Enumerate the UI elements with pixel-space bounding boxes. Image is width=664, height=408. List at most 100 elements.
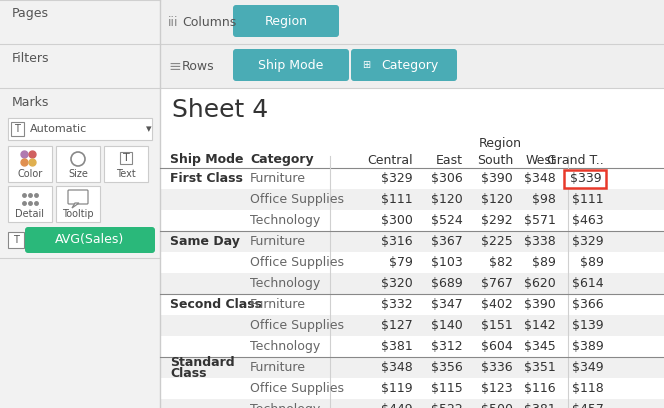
Bar: [56, 146, 100, 182]
Text: $316: $316: [381, 235, 413, 248]
Text: $457: $457: [572, 403, 604, 408]
Text: $689: $689: [431, 277, 463, 290]
Text: $120: $120: [481, 193, 513, 206]
Text: Office Supplies: Office Supplies: [250, 382, 344, 395]
Text: $349: $349: [572, 361, 604, 374]
Text: $389: $389: [572, 340, 604, 353]
Bar: [160, 273, 664, 294]
Text: Color: Color: [17, 169, 42, 179]
Text: $524: $524: [431, 214, 463, 227]
Text: ▾: ▾: [146, 124, 151, 134]
Bar: [120, 152, 132, 164]
Text: Filters: Filters: [12, 51, 50, 64]
Text: $367: $367: [431, 235, 463, 248]
Bar: [160, 315, 664, 336]
Text: $348: $348: [381, 361, 413, 374]
FancyBboxPatch shape: [233, 49, 349, 81]
Text: Office Supplies: Office Supplies: [250, 256, 344, 269]
Polygon shape: [72, 203, 79, 208]
Bar: [564, 169, 606, 188]
Text: $140: $140: [431, 319, 463, 332]
Text: $118: $118: [572, 382, 604, 395]
Text: $300: $300: [381, 214, 413, 227]
Text: Office Supplies: Office Supplies: [250, 193, 344, 206]
Text: $366: $366: [572, 298, 604, 311]
Text: $292: $292: [481, 214, 513, 227]
Bar: [11, 122, 24, 136]
Text: $339: $339: [570, 172, 602, 185]
Bar: [160, 357, 664, 378]
Text: $351: $351: [525, 361, 556, 374]
Text: T: T: [123, 153, 129, 163]
Bar: [160, 210, 664, 231]
Bar: [8, 146, 52, 182]
Text: $312: $312: [432, 340, 463, 353]
Bar: [160, 231, 664, 252]
Text: iii: iii: [168, 16, 179, 29]
Text: $329: $329: [381, 172, 413, 185]
Bar: [160, 294, 664, 315]
Text: $336: $336: [481, 361, 513, 374]
Text: Rows: Rows: [182, 60, 214, 73]
Text: Technology: Technology: [250, 340, 320, 353]
Text: $604: $604: [481, 340, 513, 353]
Bar: [104, 146, 148, 182]
Text: Standard: Standard: [170, 356, 234, 369]
Text: Technology: Technology: [250, 277, 320, 290]
Text: $119: $119: [381, 382, 413, 395]
Text: South: South: [477, 153, 513, 166]
Text: Central: Central: [367, 153, 413, 166]
Bar: [160, 378, 664, 399]
Text: $463: $463: [572, 214, 604, 227]
Text: $620: $620: [525, 277, 556, 290]
Text: Category: Category: [250, 153, 313, 166]
Text: Category: Category: [381, 58, 439, 71]
Text: $111: $111: [381, 193, 413, 206]
Text: $123: $123: [481, 382, 513, 395]
Text: $82: $82: [489, 256, 513, 269]
Text: $614: $614: [572, 277, 604, 290]
Bar: [160, 88, 664, 408]
Text: $522: $522: [431, 403, 463, 408]
Text: $402: $402: [481, 298, 513, 311]
Bar: [160, 336, 664, 357]
Text: $127: $127: [381, 319, 413, 332]
Text: AVG(Sales): AVG(Sales): [55, 233, 125, 246]
Text: $115: $115: [431, 382, 463, 395]
Text: Sheet 4: Sheet 4: [172, 98, 268, 122]
Text: $116: $116: [525, 382, 556, 395]
Text: Furniture: Furniture: [250, 172, 306, 185]
Text: Class: Class: [170, 367, 207, 380]
Text: Detail: Detail: [15, 209, 44, 219]
Text: $89: $89: [532, 256, 556, 269]
Text: $381: $381: [381, 340, 413, 353]
Text: $89: $89: [580, 256, 604, 269]
Text: Furniture: Furniture: [250, 298, 306, 311]
Text: Furniture: Furniture: [250, 235, 306, 248]
Bar: [160, 44, 664, 88]
Text: $571: $571: [524, 214, 556, 227]
Text: $332: $332: [381, 298, 413, 311]
Text: $142: $142: [525, 319, 556, 332]
Text: Pages: Pages: [12, 7, 49, 20]
Text: Grand T..: Grand T..: [547, 153, 604, 166]
Text: $390: $390: [481, 172, 513, 185]
Text: Technology: Technology: [250, 403, 320, 408]
Text: $348: $348: [525, 172, 556, 185]
Text: $139: $139: [572, 319, 604, 332]
Text: Technology: Technology: [250, 214, 320, 227]
Bar: [160, 189, 664, 210]
Text: T: T: [14, 124, 20, 134]
Text: Region: Region: [264, 15, 307, 27]
Text: Second Class: Second Class: [170, 298, 262, 311]
Text: $225: $225: [481, 235, 513, 248]
FancyBboxPatch shape: [351, 49, 457, 81]
Text: $306: $306: [431, 172, 463, 185]
Bar: [160, 252, 664, 273]
Text: Ship Mode: Ship Mode: [258, 58, 323, 71]
Text: $500: $500: [481, 403, 513, 408]
Text: Office Supplies: Office Supplies: [250, 319, 344, 332]
Text: Columns: Columns: [182, 16, 236, 29]
Text: $79: $79: [389, 256, 413, 269]
Bar: [56, 186, 100, 222]
